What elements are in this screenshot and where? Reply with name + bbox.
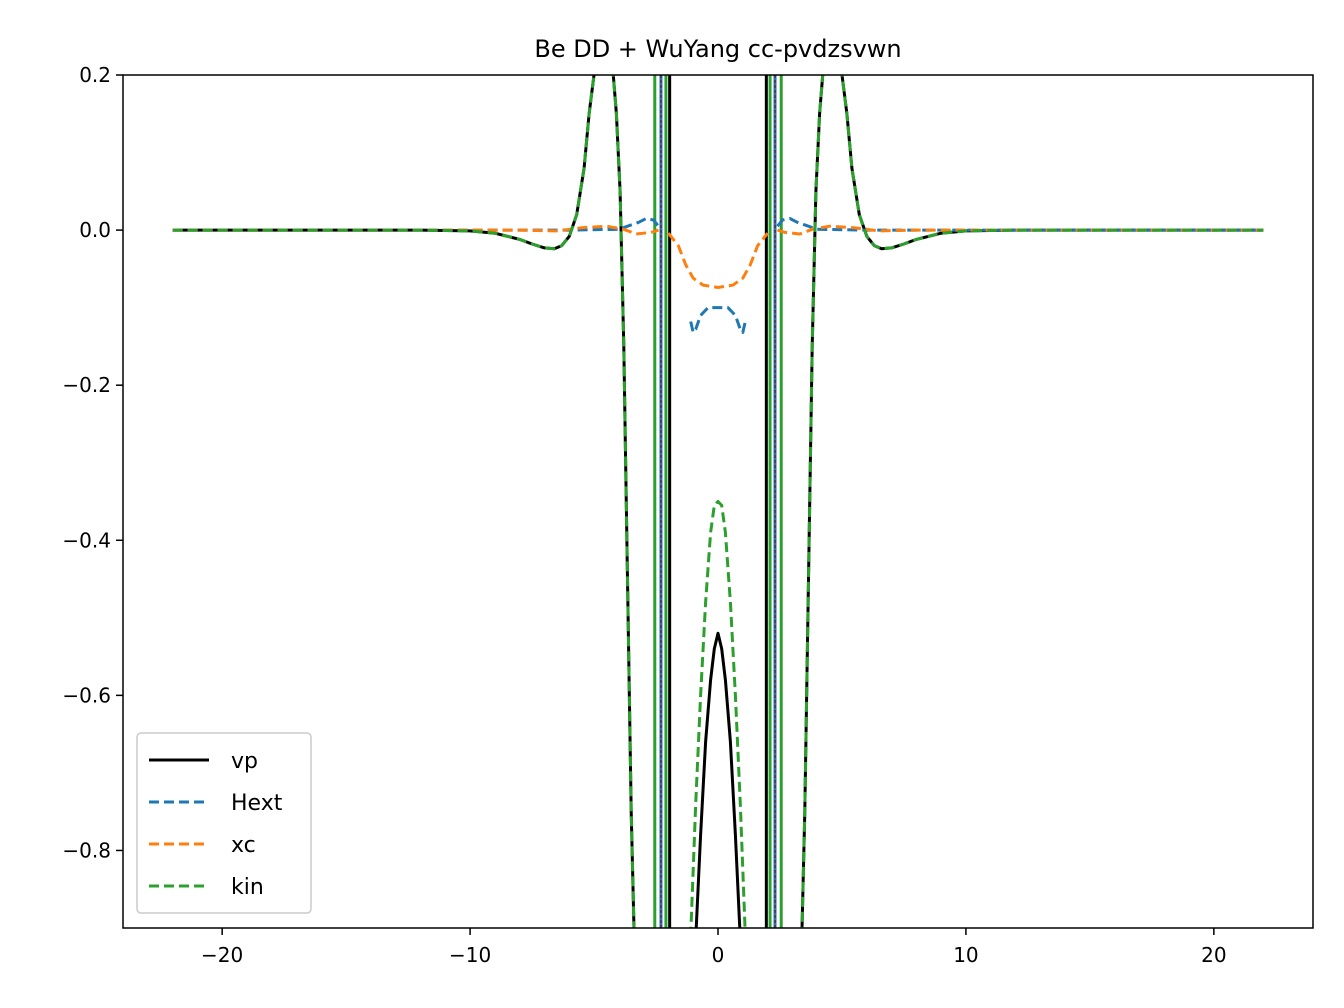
series-line-Hext-0 — [172, 217, 660, 232]
legend-box — [136, 732, 312, 914]
y-tick-label: −0.2 — [62, 373, 111, 397]
x-tick-label: −20 — [201, 943, 243, 967]
series-line-kin-1 — [611, 75, 636, 928]
legend-label-kin: kin — [231, 875, 264, 900]
series-line-xc-1 — [667, 232, 769, 289]
y-tick-label: 0.0 — [79, 218, 111, 242]
y-tick-label: −0.8 — [62, 838, 111, 862]
x-tick-label: −10 — [449, 943, 491, 967]
y-tick-label: −0.4 — [62, 528, 111, 552]
series-line-kin-0 — [172, 75, 596, 251]
series-line-kin-3 — [840, 75, 1264, 251]
legend-label-xc: xc — [231, 833, 256, 858]
series-line-vp-2 — [694, 631, 742, 928]
y-tick-label: −0.6 — [62, 683, 111, 707]
chart-title: Be DD + WuYang cc-pvdzsvwn — [534, 35, 901, 63]
x-tick-label: 0 — [712, 943, 725, 967]
x-tick-label: 10 — [953, 943, 978, 967]
legend-label-vp: vp — [231, 749, 258, 774]
legend-label-Hext: Hext — [231, 791, 283, 816]
x-axis: −20 −10 0 10 20 — [201, 928, 1227, 967]
series-line-Hext-2 — [776, 217, 1264, 232]
series-line-xc-2 — [777, 224, 1264, 236]
series-line-kin-2 — [689, 500, 747, 928]
series-line-Hext-1 — [689, 306, 747, 334]
x-tick-label: 20 — [1201, 943, 1226, 967]
plot-area — [172, 75, 1264, 928]
y-tick-label: 0.2 — [79, 63, 111, 87]
series-line-xc-0 — [172, 224, 659, 236]
series-line-kin-4 — [800, 75, 825, 928]
legend: vp Hext xc kin — [136, 732, 312, 914]
y-axis: −0.8 −0.6 −0.4 −0.2 0.0 0.2 — [62, 63, 123, 862]
